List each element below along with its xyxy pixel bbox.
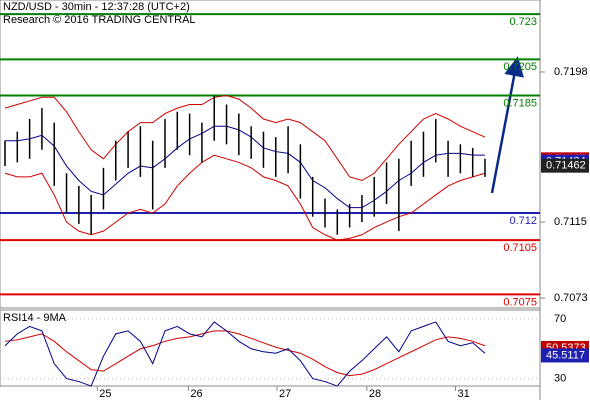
rsi-panel	[0, 309, 541, 387]
level-label: 0.712	[509, 215, 537, 227]
level-label: 0.7105	[503, 242, 537, 254]
x-tick-label: 27	[279, 388, 291, 400]
y-tick-label: 30	[554, 372, 566, 384]
chart-title: NZD/USD - 30min - 12:37:28 (UTC+2)	[3, 1, 190, 13]
rsi-line	[4, 321, 486, 387]
level-label: 0.7185	[503, 97, 537, 109]
value-badge	[541, 348, 589, 363]
y-tick-label: 0.7198	[554, 66, 588, 78]
chart-subtitle: Research © 2016 TRADING CENTRAL	[3, 14, 196, 26]
forecast-arrow	[490, 56, 524, 194]
value-badge	[541, 158, 589, 173]
y-tick-label: 0.7115	[554, 216, 587, 228]
y-tick-label: 0.7073	[554, 292, 588, 304]
level-label: 0.7075	[503, 296, 537, 308]
value-badge-label: 0.71462	[546, 160, 586, 172]
level-label: 0.723	[509, 16, 537, 28]
x-tick-label: 25	[99, 388, 111, 400]
middle-band	[5, 125, 485, 209]
rsi-title: RSI14 - 9MA	[3, 312, 67, 324]
y-tick-label: 70	[554, 313, 566, 325]
lower-band	[4, 154, 486, 241]
upper-band	[4, 94, 486, 182]
x-tick-label: 31	[457, 388, 469, 400]
x-tick-label: 28	[369, 388, 381, 400]
level-label: 0.7205	[503, 61, 537, 73]
price-panel	[0, 0, 541, 309]
rsi-ma-line	[4, 330, 486, 377]
x-tick-label: 26	[190, 388, 202, 400]
value-badge-label: 45.5117	[546, 349, 585, 361]
